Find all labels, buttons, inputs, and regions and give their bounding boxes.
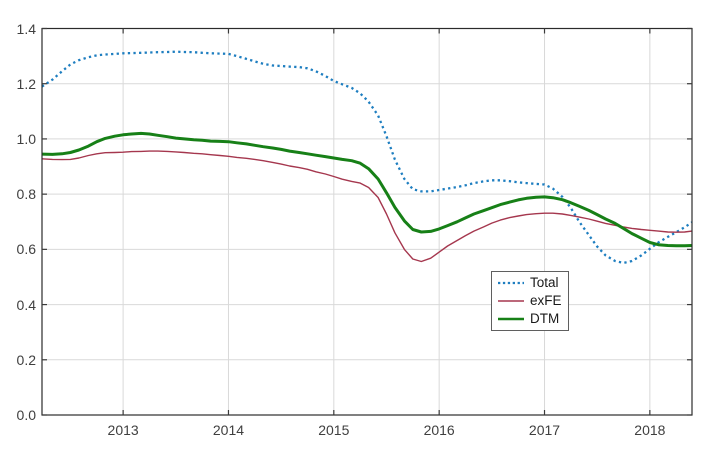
x-tick-label-2015: 2015 [318,422,350,438]
legend-item-total: Total [497,274,564,292]
legend-item-exfe: exFE [497,292,564,310]
series-line-dtm [41,131,693,248]
y-tick-label-0.6: 0.6 [16,241,36,258]
series-line-exfe [41,150,693,263]
legend-line-sample-total [498,281,524,285]
x-tick-label-2013: 2013 [107,422,139,438]
legend-label-dtm: DTM [530,311,560,327]
legend-line-sample-exfe [498,300,524,302]
x-tick-label-2016: 2016 [423,422,455,438]
y-tick-label-0.2: 0.2 [16,351,36,368]
y-tick-label-1.0: 1.0 [16,130,36,147]
legend-item-dtm: DTM [497,310,564,328]
series-line-total [41,50,693,265]
y-tick-label-0.0: 0.0 [16,407,36,423]
legend: Total exFE DTM [491,271,569,331]
legend-label-total: Total [530,275,559,291]
axis-box [41,27,693,416]
x-tick-label-2014: 2014 [212,422,245,438]
legend-line-sample-dtm [498,317,524,321]
y-tick-label-0.8: 0.8 [16,186,36,203]
y-tick-label-1.2: 1.2 [16,75,36,92]
y-tick-label-0.4: 0.4 [16,296,36,313]
y-tick-label-1.4: 1.4 [16,20,36,37]
legend-label-exfe: exFE [530,293,562,309]
x-tick-label-2018: 2018 [634,422,666,438]
x-tick-label-2017: 2017 [528,422,561,438]
